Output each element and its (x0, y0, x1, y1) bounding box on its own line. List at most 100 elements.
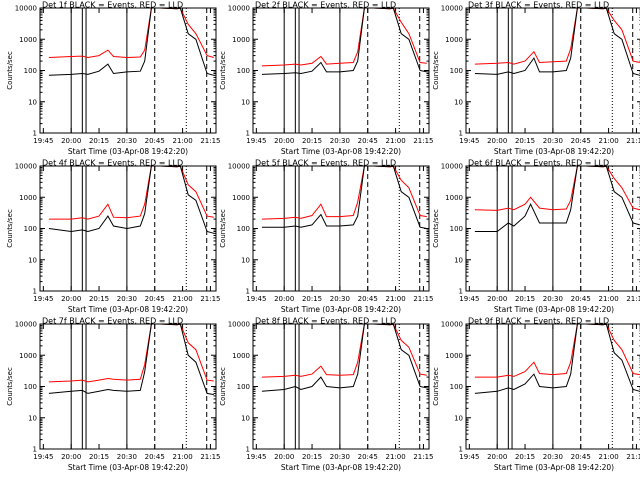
y-tick-label: 100 (450, 225, 463, 233)
y-tick-label: 1000 (19, 352, 37, 360)
series-lld-line (474, 8, 640, 65)
x-tick-label: 20:30 (117, 295, 137, 303)
x-tick-label: 20:00 (61, 137, 81, 145)
y-tick-label: 10000 (441, 321, 463, 329)
x-tick-label: 20:15 (302, 137, 322, 145)
y-tick-label: 100 (237, 225, 250, 233)
series-lld-line (261, 324, 427, 378)
x-tick-label: 21:00 (172, 295, 192, 303)
y-tick-label: 1000 (445, 36, 463, 44)
y-tick-label: 1000 (232, 36, 250, 44)
series-lld-line (48, 324, 214, 383)
x-tick-label: 19:45 (459, 295, 479, 303)
y-axis-label: Counts/sec (432, 209, 440, 248)
x-tick-label: 21:15 (200, 453, 220, 461)
panel-title: Det 1f BLACK = Events, RED = LLD (42, 1, 183, 10)
x-tick-label: 19:45 (33, 137, 53, 145)
y-axis-label: Counts/sec (6, 367, 14, 406)
y-tick-label: 1000 (445, 194, 463, 202)
y-tick-label: 1 (33, 288, 37, 296)
series-lld-line (474, 324, 640, 378)
series-events-line (474, 8, 640, 76)
series-events-line (474, 324, 640, 394)
y-tick-label: 1000 (19, 194, 37, 202)
y-tick-label: 1 (33, 446, 37, 454)
y-tick-label: 100 (24, 225, 37, 233)
x-tick-label: 20:45 (571, 453, 591, 461)
y-tick-label: 1 (459, 288, 463, 296)
series-lld-line (48, 166, 214, 220)
y-tick-label: 10 (454, 414, 463, 422)
y-tick-label: 10 (241, 414, 250, 422)
series-events-line (261, 166, 427, 229)
x-axis-label: Start Time (03-Apr-08 19:42:20) (281, 463, 401, 472)
x-tick-label: 21:15 (626, 137, 640, 145)
y-tick-label: 100 (237, 67, 250, 75)
y-axis-label: Counts/sec (6, 209, 14, 248)
y-tick-label: 10000 (15, 163, 37, 171)
panel-title: Det 6f BLACK = Events, RED = LLD (468, 159, 609, 168)
y-tick-label: 1 (246, 130, 250, 138)
y-tick-label: 10 (28, 98, 37, 106)
x-axis-label: Start Time (03-Apr-08 19:42:20) (68, 305, 188, 314)
y-tick-label: 10 (454, 256, 463, 264)
x-tick-label: 20:00 (274, 295, 294, 303)
x-axis-label: Start Time (03-Apr-08 19:42:20) (281, 305, 401, 314)
chart-panel-5: Det 5f BLACK = Events, RED = LLD Counts/s… (219, 159, 434, 315)
x-tick-label: 19:45 (246, 295, 266, 303)
x-tick-label: 21:15 (200, 295, 220, 303)
x-tick-label: 19:45 (246, 453, 266, 461)
y-axis-label: Counts/sec (219, 367, 227, 406)
y-tick-label: 10000 (228, 163, 250, 171)
x-axis-label: Start Time (03-Apr-08 19:42:20) (68, 463, 188, 472)
x-tick-label: 20:45 (571, 137, 591, 145)
x-tick-label: 21:00 (385, 295, 405, 303)
x-tick-label: 21:15 (200, 137, 220, 145)
x-tick-label: 20:45 (145, 295, 165, 303)
y-tick-label: 10000 (228, 5, 250, 13)
panel-title: Det 8f BLACK = Events, RED = LLD (255, 317, 396, 326)
y-tick-label: 100 (24, 67, 37, 75)
plot-frame (252, 323, 430, 450)
x-tick-label: 21:00 (598, 453, 618, 461)
x-tick-label: 20:45 (145, 137, 165, 145)
x-axis-label: Start Time (03-Apr-08 19:42:20) (68, 147, 188, 156)
series-events-line (48, 8, 214, 76)
series-lld-line (261, 8, 427, 67)
panel-title: Det 2f BLACK = Events, RED = LLD (255, 1, 396, 10)
y-tick-label: 10 (454, 98, 463, 106)
chart-panel-2: Det 2f BLACK = Events, RED = LLD Counts/s… (219, 1, 434, 157)
plot-frame (252, 165, 430, 292)
y-tick-label: 100 (450, 383, 463, 391)
x-tick-label: 19:45 (246, 137, 266, 145)
x-tick-label: 20:00 (274, 453, 294, 461)
x-tick-label: 20:30 (543, 453, 563, 461)
series-lld-line (261, 166, 427, 220)
x-tick-label: 20:45 (145, 453, 165, 461)
x-tick-label: 21:00 (598, 295, 618, 303)
y-tick-label: 10000 (441, 5, 463, 13)
x-tick-label: 20:30 (543, 295, 563, 303)
y-tick-label: 10000 (228, 321, 250, 329)
chart-panel-4: Det 4f BLACK = Events, RED = LLD Counts/s… (6, 159, 221, 315)
x-tick-label: 20:45 (358, 137, 378, 145)
y-axis-label: Counts/sec (6, 51, 14, 90)
chart-panel-7: Det 7f BLACK = Events, RED = LLD Counts/s… (6, 317, 221, 473)
x-tick-label: 19:45 (33, 453, 53, 461)
y-tick-label: 10 (241, 98, 250, 106)
x-axis-label: Start Time (03-Apr-08 19:42:20) (494, 463, 614, 472)
chart-panel-3: Det 3f BLACK = Events, RED = LLD Counts/s… (432, 1, 640, 156)
plot-frame (39, 323, 217, 450)
x-tick-label: 20:30 (543, 137, 563, 145)
y-tick-label: 100 (24, 383, 37, 391)
chart-panel-9: Det 9f BLACK = Events, RED = LLD Counts/s… (432, 317, 640, 472)
x-tick-label: 21:00 (172, 453, 192, 461)
x-tick-label: 20:15 (89, 453, 109, 461)
y-tick-label: 1 (459, 446, 463, 454)
x-tick-label: 21:00 (385, 137, 405, 145)
series-events-line (261, 8, 427, 75)
y-tick-label: 10 (28, 256, 37, 264)
x-tick-label: 19:45 (459, 137, 479, 145)
x-tick-label: 20:00 (487, 137, 507, 145)
